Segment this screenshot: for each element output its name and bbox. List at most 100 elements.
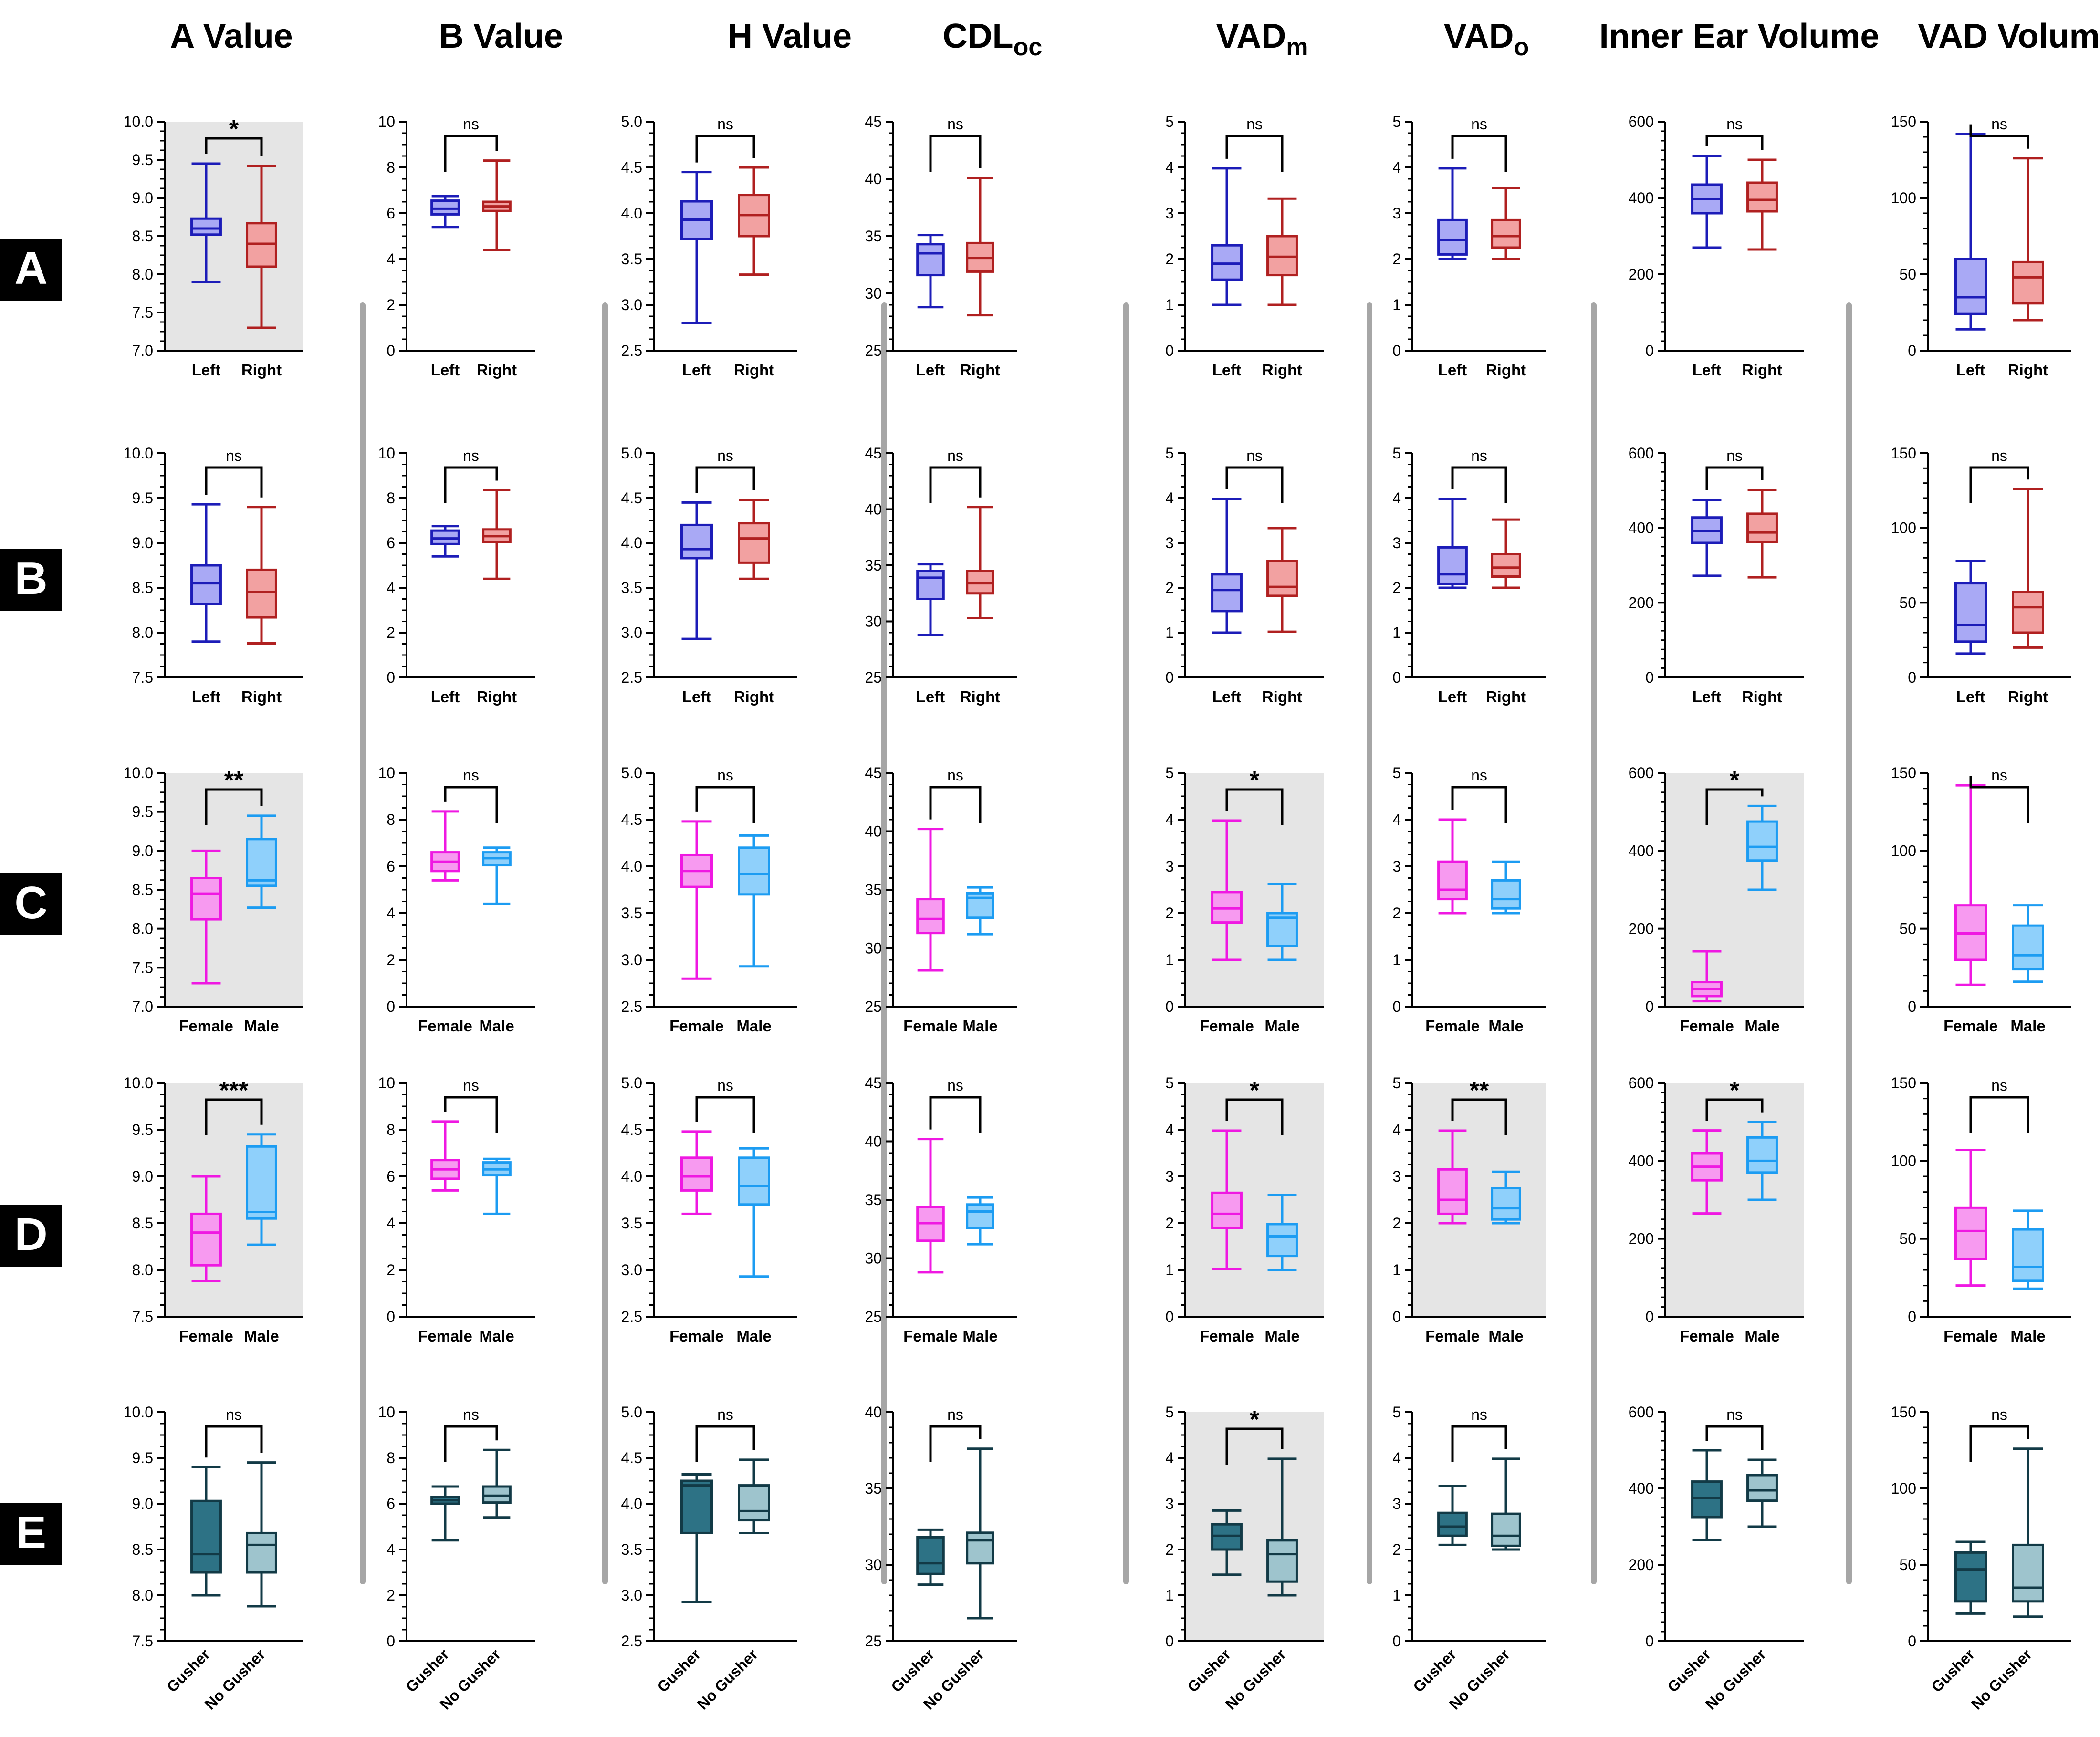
y-tick-label: 4 [1392, 489, 1401, 507]
y-tick-label: 30 [865, 285, 882, 302]
y-tick-label: 3 [1165, 534, 1174, 551]
box-gusher [916, 1528, 945, 1586]
x-category-label: Male [2010, 1327, 2045, 1345]
box-plot-a-vad-o: 0 1 2 3 4 5 Left Right ns [1392, 113, 1546, 379]
significance-bracket [1705, 1425, 1764, 1450]
box-no-gusher [738, 1458, 770, 1534]
significance-bracket [1225, 466, 1284, 503]
y-tick-label: 8.5 [132, 881, 153, 898]
box-iqr [1954, 258, 1987, 315]
x-category-label: Gusher [1664, 1645, 1714, 1695]
box-female [1954, 784, 1987, 986]
column-title-a-value: A Value [170, 17, 293, 55]
box-plot-b-vad-volume: 0 50 100 150 Left Right ns [1891, 445, 2071, 706]
y-tick-label: 0 [1392, 1633, 1401, 1650]
box-female [680, 1130, 713, 1215]
box-gusher [430, 1485, 460, 1542]
x-category-label: Female [418, 1017, 472, 1035]
significance-label: ns [1991, 115, 2007, 133]
y-tick-label: 10 [378, 1074, 395, 1092]
y-tick-label: 1 [1165, 951, 1174, 968]
significance-bracket [1705, 466, 1764, 490]
y-tick-label: 9.5 [132, 803, 153, 821]
y-tick-label: 1 [1392, 951, 1401, 968]
box-plot-b-a-value: 7.5 8.0 8.5 9.0 9.5 10.0 Left Right ns [124, 445, 303, 706]
box-male [246, 814, 277, 909]
box-no-gusher [482, 1448, 512, 1519]
x-category-label: Male [962, 1327, 997, 1345]
y-tick-label: 10 [378, 764, 395, 781]
significance-bracket [1705, 788, 1764, 825]
box-plot-a-inner-ear-volume: 0 200 400 600 Left Right ns [1629, 113, 1804, 379]
box-female [1691, 950, 1723, 1003]
x-category-label: Left [1212, 688, 1242, 706]
box-male [1491, 1170, 1521, 1225]
box-gusher [190, 1466, 222, 1597]
significance-bracket [205, 466, 263, 498]
x-category-label: Left [1956, 361, 1985, 379]
y-tick-label: 8.0 [132, 920, 153, 937]
y-tick-label: 0 [1908, 342, 1916, 359]
row-label-box [0, 873, 62, 935]
y-tick-label: 10.0 [124, 113, 153, 130]
significance-highlight [1185, 1412, 1324, 1641]
y-tick-label: 3 [1392, 1495, 1401, 1512]
box-iqr [190, 1499, 222, 1574]
significance-highlight [165, 773, 303, 1007]
significance-label: * [229, 115, 239, 143]
box-gusher [1954, 1540, 1987, 1615]
box-no-gusher [1746, 1458, 1778, 1528]
y-tick-label: 4 [1392, 811, 1401, 828]
box-plot-d-vad-o: 0 1 2 3 4 5 Female Male ** [1392, 1074, 1546, 1345]
significance-bracket [1705, 135, 1764, 150]
row-label-text: A [14, 243, 47, 294]
y-tick-label: 35 [865, 228, 882, 245]
y-tick-label: 8.5 [132, 1541, 153, 1558]
y-tick-label: 400 [1629, 1152, 1654, 1169]
y-tick-label: 2.5 [621, 669, 642, 686]
x-category-label: Left [682, 361, 711, 379]
y-tick-label: 150 [1891, 1074, 1916, 1092]
y-tick-label: 1 [1165, 296, 1174, 313]
box-plot-c-h-value: 2.5 3.0 3.5 4.0 4.5 5.0 Female Male ns [621, 764, 797, 1035]
y-tick-label: 200 [1629, 1230, 1654, 1248]
x-category-label: Female [903, 1017, 958, 1035]
box-iqr [916, 1536, 945, 1575]
y-tick-label: 35 [865, 1191, 882, 1208]
box-right [1491, 187, 1521, 260]
y-tick-label: 600 [1629, 445, 1654, 462]
y-tick-label: 5.0 [621, 113, 642, 130]
y-tick-label: 8.5 [132, 579, 153, 596]
x-category-label: Male [1264, 1017, 1299, 1035]
significance-bracket [1969, 1096, 2029, 1133]
box-right [966, 506, 994, 619]
box-plot-a-vad-volume: 0 50 100 150 Left Right ns [1891, 113, 2071, 379]
y-tick-label: 4 [1165, 811, 1174, 828]
y-tick-label: 2 [1165, 905, 1174, 922]
box-iqr [190, 1212, 222, 1267]
y-tick-label: 3.5 [621, 250, 642, 268]
x-category-label: Male [1264, 1327, 1299, 1345]
x-category-label: No Gusher [1222, 1645, 1289, 1713]
x-category-label: Left [1212, 361, 1242, 379]
y-tick-label: 4 [1165, 1121, 1174, 1138]
box-no-gusher [966, 1447, 994, 1620]
y-tick-label: 600 [1629, 764, 1654, 781]
x-category-label: Gusher [1928, 1645, 1978, 1695]
significance-highlight [1665, 773, 1804, 1007]
x-category-label: Right [1262, 688, 1302, 706]
significance-label: ns [1246, 115, 1263, 133]
box-right [1266, 197, 1298, 306]
x-category-label: Female [418, 1327, 472, 1345]
box-male [482, 846, 512, 905]
y-tick-label: 2.5 [621, 1633, 642, 1650]
box-iqr [916, 243, 945, 277]
box-iqr [1437, 1511, 1468, 1537]
y-tick-label: 5.0 [621, 1404, 642, 1421]
box-right [2012, 157, 2044, 322]
y-tick-label: 9.0 [132, 842, 153, 859]
significance-label: ns [947, 767, 963, 784]
box-left [1211, 498, 1243, 634]
